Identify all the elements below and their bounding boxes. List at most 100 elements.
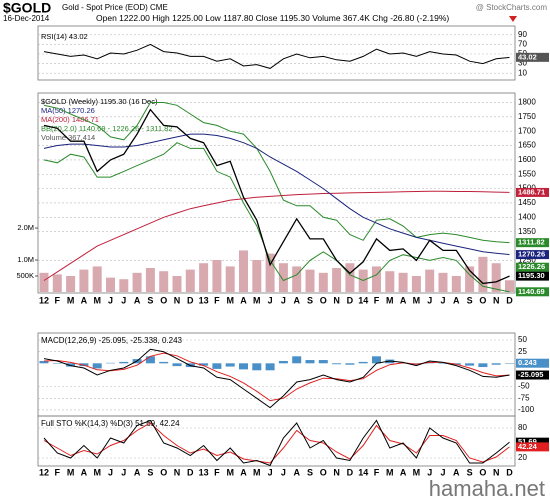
volume-bar [318, 272, 328, 292]
y-tick-label: 1650 [518, 141, 536, 150]
value-tag-label: 1226.26 [518, 262, 545, 271]
histogram-bar [491, 363, 501, 365]
x-tick-label: D [506, 295, 513, 305]
x-tick-label: M [253, 295, 261, 305]
volume-bar [132, 272, 142, 292]
histogram-bar [52, 363, 62, 364]
x-tick-label: O [479, 295, 486, 305]
volume-bar [212, 260, 222, 292]
histogram-bar [358, 361, 368, 364]
x-tick-label: 12 [39, 467, 49, 477]
x-tick-label: F [214, 467, 220, 477]
histogram-bar [212, 363, 222, 369]
histogram-bar [438, 363, 448, 364]
x-tick-label: S [467, 467, 473, 477]
stat: High 1225.00 [152, 13, 203, 23]
x-tick-label: J [121, 295, 126, 305]
x-tick-label: O [320, 467, 327, 477]
value-tag-label: 1195.30 [518, 271, 545, 280]
rsi-panel [37, 25, 516, 81]
x-tick-label: A [293, 295, 300, 305]
x-tick-label: N [174, 467, 181, 477]
value-tag-label: -25.095 [518, 370, 543, 379]
x-tick-label: J [268, 295, 273, 305]
volume-bar [79, 269, 89, 292]
price-panel [37, 92, 516, 294]
line-series [43, 419, 510, 467]
volume-bar [172, 276, 182, 292]
y-tick-label: 1800 [518, 98, 536, 107]
volume-bar [159, 271, 169, 292]
x-tick-label: N [493, 295, 500, 305]
y-tick-label: 1350 [518, 227, 536, 236]
x-tick-label: D [347, 295, 354, 305]
x-tick-label: J [268, 467, 273, 477]
x-tick-label: M [386, 467, 394, 477]
stat: Volume 367.4K [312, 13, 370, 23]
histogram-bar [239, 363, 248, 370]
y-tick-label: 1450 [518, 198, 536, 207]
x-tick-label: J [281, 467, 286, 477]
x-tick-label: J [440, 467, 445, 477]
histogram-bar [92, 363, 102, 369]
histogram-bar [505, 363, 514, 364]
legend-entry: $GOLD (Weekly) 1195.30 (16 Dec) [41, 97, 158, 106]
y-tick-label: 25 [518, 347, 527, 356]
value-tag [516, 370, 549, 380]
line-series [43, 190, 510, 281]
x-tick-label: M [386, 295, 394, 305]
value-tag-label: 42.24 [518, 442, 538, 451]
value-tag [516, 187, 549, 197]
y-tick-label: 50 [518, 335, 527, 344]
histogram-bar [252, 363, 262, 371]
y-tick-label: 1600 [518, 155, 536, 164]
volume-bar [39, 272, 49, 292]
volume-bar [52, 274, 62, 292]
y2-tick-label: 1.0M [17, 255, 34, 264]
x-tick-label: A [400, 467, 407, 477]
x-tick-label: M [226, 467, 234, 477]
volume-bar [278, 263, 288, 292]
value-tag-label: 0.243 [518, 358, 537, 367]
x-tick-label: M [413, 295, 421, 305]
value-tag [516, 271, 549, 281]
y-tick-label: 1250 [518, 256, 536, 265]
volume-bar [505, 280, 514, 292]
x-tick-label: J [281, 295, 286, 305]
x-tick-label: N [174, 295, 181, 305]
x-tick-label: F [374, 295, 380, 305]
volume-bar [465, 266, 475, 292]
y-tick-label: 1550 [518, 169, 536, 178]
histogram-bar [66, 363, 76, 367]
volume-bar [239, 250, 248, 292]
down-arrow [509, 16, 517, 22]
sto-panel [37, 415, 516, 467]
volume-bar [92, 266, 102, 292]
volume-bar [252, 260, 262, 292]
x-tick-label: M [67, 295, 75, 305]
value-tag [516, 250, 549, 260]
x-tick-label: D [506, 467, 513, 477]
value-tag [516, 358, 549, 368]
histogram-bar [292, 356, 302, 364]
volume-bar [491, 263, 501, 292]
volume-bar [372, 266, 381, 292]
x-tick-label: J [427, 295, 432, 305]
value-tag [516, 52, 549, 62]
x-tick-label: M [253, 467, 261, 477]
histogram-bar [318, 360, 328, 364]
x-tick-label: 14 [358, 295, 368, 305]
value-tag [516, 437, 549, 447]
x-tick-label: F [214, 295, 220, 305]
stats: Open 1222.00 High 1225.00 Low 1187.80 Cl… [96, 13, 449, 23]
value-tag-label: 1270.26 [518, 250, 545, 259]
volume-bar [398, 272, 408, 292]
value-tag-label: 1140.69 [518, 287, 545, 296]
panel-title: MACD(12,26,9) -25.095, -25.338, 0.243 [41, 336, 183, 345]
x-tick-label: 14 [358, 467, 368, 477]
x-tick-label: A [240, 295, 247, 305]
stat: Low 1187.80 [205, 13, 253, 23]
x-tick-label: 13 [199, 467, 209, 477]
